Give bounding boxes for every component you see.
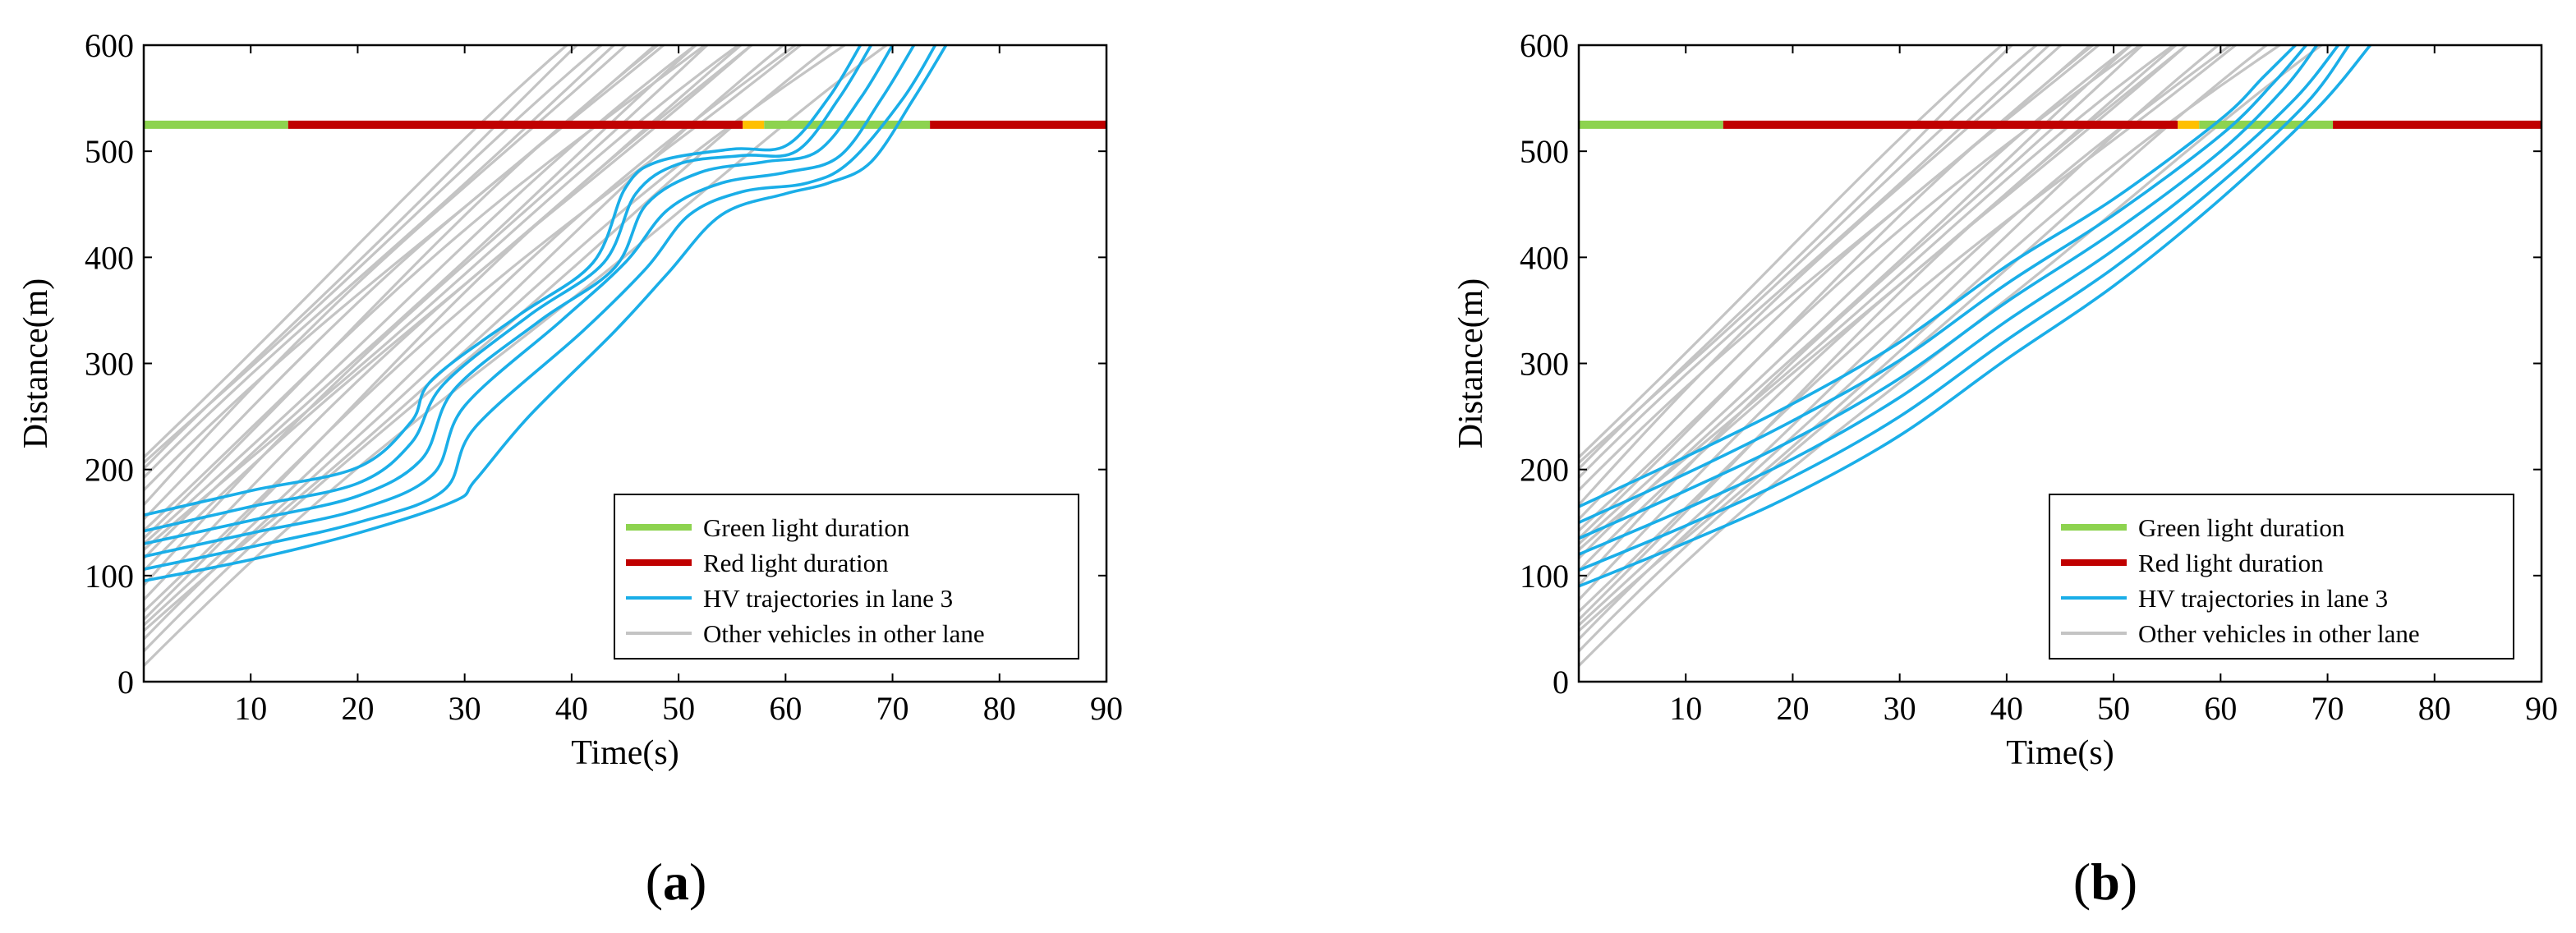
x-tick-label: 90 [2525,690,2558,727]
other-vehicle-trajectory [1579,45,2133,560]
x-tick-label: 20 [341,690,374,727]
plot-area [144,45,1106,667]
hv-trajectory-hv1 [144,45,862,517]
x-tick-label: 70 [2312,690,2344,727]
y-tick-label: 200 [1520,452,1569,489]
other-vehicle-trajectory [144,45,616,479]
other-vehicle-trajectory [144,45,604,464]
other-vehicle-trajectory [1579,45,2233,627]
x-tick-label: 10 [1669,690,1702,727]
legend-label: Other vehicles in other lane [2138,619,2420,648]
other-vehicle-trajectory [1579,45,2178,572]
legend-label: Other vehicles in other lane [703,619,985,648]
hv-trajectory-hv1 [1579,45,2297,508]
other-vehicle-trajectory [1579,45,2283,632]
other-vehicle-trajectory [1579,45,2101,521]
y-tick-label: 0 [1552,664,1569,701]
legend-label: Red light duration [2138,549,2324,577]
other-vehicle-trajectory [144,45,660,540]
x-tick-label: 40 [1990,690,2023,727]
other-vehicle-trajectory [144,45,657,491]
other-vehicle-trajectory [1579,45,2269,653]
legend-label: HV trajectories in lane 3 [703,584,953,613]
y-tick-label: 500 [1520,133,1569,170]
y-tick-label: 200 [85,452,134,489]
legend-label: Red light duration [703,549,889,577]
x-tick-label: 50 [2097,690,2130,727]
legend-label: HV trajectories in lane 3 [2138,584,2388,613]
x-tick-label: 50 [662,690,695,727]
x-tick-label: 10 [234,690,267,727]
y-tick-label: 300 [85,346,134,383]
x-tick-label: 20 [1776,690,1809,727]
other-vehicle-trajectory [144,45,743,572]
y-tick-label: 400 [1520,239,1569,276]
other-vehicle-trajectory [144,45,798,627]
x-tick-label: 30 [1884,690,1916,727]
hv-trajectory-hv5 [1579,45,2351,572]
legend-label: Green light duration [703,513,910,542]
other-vehicle-trajectory [144,45,698,560]
hv-trajectory-hv3 [1579,45,2318,540]
x-tick-label: 40 [555,690,588,727]
other-vehicle-trajectory [1579,45,2063,506]
y-tick-label: 300 [1520,346,1569,383]
y-tick-label: 400 [85,239,134,276]
y-tick-label: 100 [1520,558,1569,595]
x-tick-label: 30 [448,690,481,727]
hv-trajectory-hv6 [1579,45,2371,588]
hv-trajectory-hv2 [144,45,873,533]
legend: Green light duration Red light duration HV… [2049,494,2514,660]
other-vehicle-trajectory [1579,45,2142,532]
other-vehicle-trajectory [1579,45,2051,479]
y-axis-label: Distance(m) [1452,278,1490,449]
other-vehicle-trajectory [1579,45,2133,545]
legend: Green light duration Red light duration HV… [614,494,1079,660]
y-tick-label: 0 [117,664,134,701]
x-tick-label: 80 [2418,690,2451,727]
chart-panel-b: 10 20 30 40 50 60 70 80 90 0 100 200 300 400 500 600 Tim… [1452,27,2558,911]
other-vehicle-trajectory [144,45,628,506]
x-tick-label: 60 [2204,690,2237,727]
legend-box [614,494,1079,660]
hv-trajectory-hv6 [144,45,948,583]
legend-label: Green light duration [2138,513,2345,542]
x-tick-label: 60 [769,690,802,727]
other-vehicle-trajectory [144,45,698,545]
y-tick-label: 100 [85,558,134,595]
x-axis-label: Time(s) [2006,734,2114,772]
other-vehicle-trajectory [1579,45,2092,491]
hv-trajectory-hv2 [1579,45,2307,524]
other-vehicle-trajectory [144,45,848,632]
other-vehicle-trajectory [1579,45,2238,613]
plot-area [1579,45,2542,667]
other-vehicle-trajectory [144,45,666,521]
legend-box [2049,494,2514,660]
panel-label: (b) [2073,853,2137,911]
chart-panel-a: 10 20 30 40 50 60 70 80 90 0 100 200 300 400 500 600 Tim… [17,27,1123,911]
other-vehicle-trajectory [144,45,569,458]
hv-trajectory-hv3 [144,45,895,545]
other-vehicle-trajectory [144,45,754,601]
y-axis-label: Distance(m) [17,278,55,449]
y-tick-label: 600 [1520,27,1569,64]
other-vehicle-trajectory [1579,45,2095,540]
other-vehicle-trajectory [144,45,707,532]
x-axis-label: Time(s) [571,734,678,772]
other-vehicle-trajectory [1579,45,2324,667]
y-tick-label: 500 [85,133,134,170]
other-vehicle-trajectory [1579,45,2039,464]
other-vehicle-trajectory [1579,45,2014,470]
other-vehicle-trajectory [1579,45,2004,458]
panel-label: (a) [646,853,707,911]
x-tick-label: 80 [983,690,1016,727]
y-tick-label: 600 [85,27,134,64]
x-tick-label: 90 [1090,690,1123,727]
x-tick-label: 70 [876,690,909,727]
other-vehicle-trajectory [144,45,579,470]
hv-trajectory-hv5 [144,45,937,571]
hv-trajectory-hv4 [1579,45,2340,556]
hv-trajectory-hv4 [144,45,916,558]
